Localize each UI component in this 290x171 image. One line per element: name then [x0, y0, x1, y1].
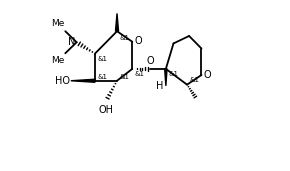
Text: Me: Me: [51, 56, 64, 65]
Text: O: O: [147, 56, 154, 66]
Text: H: H: [156, 81, 164, 91]
Polygon shape: [71, 79, 95, 82]
Text: N: N: [68, 37, 76, 47]
Text: &1: &1: [134, 71, 144, 77]
Text: HO: HO: [55, 76, 70, 86]
Text: OH: OH: [99, 105, 113, 115]
Polygon shape: [165, 69, 167, 86]
Polygon shape: [115, 13, 119, 31]
Text: O: O: [134, 36, 142, 46]
Text: &1: &1: [119, 35, 129, 41]
Text: Me: Me: [51, 19, 64, 28]
Text: &1: &1: [168, 71, 179, 77]
Text: O: O: [204, 70, 211, 80]
Text: &1: &1: [97, 74, 107, 80]
Text: &1: &1: [189, 77, 199, 83]
Text: &1: &1: [98, 56, 108, 62]
Text: &1: &1: [119, 74, 129, 80]
